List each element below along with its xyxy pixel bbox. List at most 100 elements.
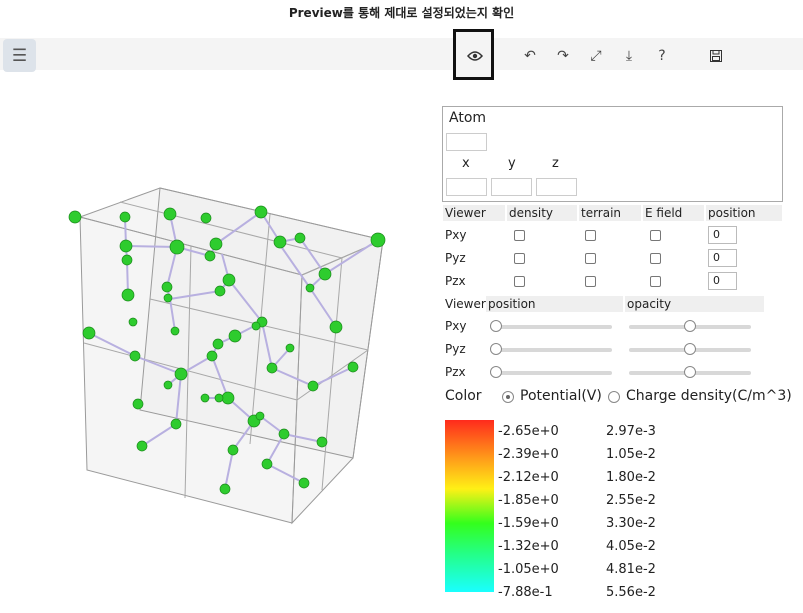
atom[interactable] — [206, 350, 218, 362]
pzx-density-checkbox[interactable] — [514, 276, 525, 287]
atom[interactable] — [200, 393, 210, 403]
atom[interactable] — [370, 232, 386, 248]
atom[interactable] — [200, 212, 212, 224]
atom[interactable] — [82, 326, 96, 340]
atom[interactable] — [119, 211, 131, 223]
pxy-opacity-slider[interactable] — [629, 320, 751, 332]
atom[interactable] — [170, 418, 182, 430]
atom[interactable] — [212, 338, 224, 350]
atom[interactable] — [285, 343, 295, 353]
slider-thumb[interactable] — [684, 320, 696, 332]
atom[interactable] — [261, 458, 273, 470]
slider-thumb[interactable] — [684, 343, 696, 355]
eye-icon — [467, 51, 483, 61]
pzx-position-slider[interactable] — [490, 366, 612, 378]
atom[interactable] — [227, 444, 239, 456]
atom[interactable] — [305, 283, 315, 293]
z-input[interactable] — [536, 178, 577, 196]
atom[interactable] — [347, 361, 359, 373]
atom[interactable] — [163, 207, 177, 221]
x-input[interactable] — [446, 178, 487, 196]
pzx-opacity-slider[interactable] — [629, 366, 751, 378]
atom[interactable] — [222, 273, 236, 287]
pyz-terrain-checkbox[interactable] — [585, 253, 596, 264]
atom[interactable] — [298, 477, 310, 489]
atom[interactable] — [251, 321, 261, 331]
atom[interactable] — [68, 210, 82, 224]
atom[interactable] — [307, 380, 319, 392]
atom[interactable] — [129, 350, 141, 362]
atom[interactable] — [221, 391, 235, 405]
pyz-density-checkbox[interactable] — [514, 253, 525, 264]
atom[interactable] — [121, 254, 133, 266]
header-viewer: Viewer — [443, 205, 505, 221]
atom[interactable] — [294, 232, 306, 244]
pxy-density-checkbox[interactable] — [514, 230, 525, 241]
pxy-efield-checkbox[interactable] — [650, 230, 661, 241]
pyz-position-input[interactable]: 0 — [708, 249, 737, 267]
crystal-viewport[interactable] — [0, 72, 440, 612]
pxy-position-slider[interactable] — [490, 320, 612, 332]
charge-value: 1.05e-2 — [606, 447, 656, 462]
preview-button[interactable] — [463, 44, 487, 68]
atom[interactable] — [204, 250, 216, 262]
color-label: Color — [445, 388, 482, 404]
pyz-position-slider[interactable] — [490, 343, 612, 355]
redo-button[interactable]: ↷ — [551, 44, 575, 68]
charge-radio[interactable] — [608, 391, 620, 403]
atom[interactable] — [119, 239, 133, 253]
pzx-terrain-checkbox[interactable] — [585, 276, 596, 287]
atom[interactable] — [316, 436, 328, 448]
pyz-opacity-slider[interactable] — [629, 343, 751, 355]
atom-name-input[interactable] — [446, 133, 487, 151]
atom[interactable] — [136, 440, 148, 452]
slider-row-pyz: Pyz — [445, 342, 466, 356]
potential-value: -2.65e+0 — [498, 424, 559, 439]
potential-value: -7.88e-1 — [498, 585, 553, 600]
atom[interactable] — [214, 393, 224, 403]
download-button[interactable]: ⤓ — [617, 44, 641, 68]
pyz-efield-checkbox[interactable] — [650, 253, 661, 264]
atom[interactable] — [254, 205, 268, 219]
charge-option-label[interactable]: Charge density(C/m^3) — [626, 388, 792, 404]
atom[interactable] — [255, 411, 265, 421]
slider-row-pxy: Pxy — [445, 319, 467, 333]
atom[interactable] — [329, 320, 343, 334]
atom[interactable] — [318, 267, 332, 281]
atom[interactable] — [266, 362, 278, 374]
charge-value: 3.30e-2 — [606, 516, 656, 531]
undo-button[interactable]: ↶ — [518, 44, 542, 68]
pzx-position-input[interactable]: 0 — [708, 272, 737, 290]
y-input[interactable] — [491, 178, 532, 196]
atom[interactable] — [273, 235, 287, 249]
slider-thumb[interactable] — [684, 366, 696, 378]
help-button[interactable]: ? — [650, 44, 674, 68]
atom[interactable] — [228, 329, 242, 343]
save-button[interactable] — [704, 44, 728, 68]
atom[interactable] — [219, 483, 231, 495]
pxy-position-input[interactable]: 0 — [708, 226, 737, 244]
atom[interactable] — [163, 380, 173, 390]
help-icon: ? — [658, 48, 666, 64]
atom[interactable] — [174, 367, 188, 381]
atom[interactable] — [128, 317, 138, 327]
potential-option-label[interactable]: Potential(V) — [520, 388, 602, 404]
atom[interactable] — [214, 285, 226, 297]
atom[interactable] — [169, 239, 185, 255]
atom[interactable] — [121, 288, 135, 302]
slider-thumb[interactable] — [490, 320, 502, 332]
pxy-terrain-checkbox[interactable] — [585, 230, 596, 241]
atom[interactable] — [209, 237, 223, 251]
atom[interactable] — [161, 281, 173, 293]
slider-thumb[interactable] — [490, 366, 502, 378]
atom[interactable] — [132, 398, 144, 410]
atom[interactable] — [170, 326, 180, 336]
slider-thumb[interactable] — [490, 343, 502, 355]
atom[interactable] — [163, 293, 173, 303]
expand-button[interactable]: ⤢ — [584, 44, 608, 68]
charge-value: 4.81e-2 — [606, 562, 656, 577]
menu-button[interactable]: ☰ — [3, 39, 36, 72]
atom[interactable] — [278, 428, 290, 440]
pzx-efield-checkbox[interactable] — [650, 276, 661, 287]
potential-radio[interactable] — [502, 391, 514, 403]
